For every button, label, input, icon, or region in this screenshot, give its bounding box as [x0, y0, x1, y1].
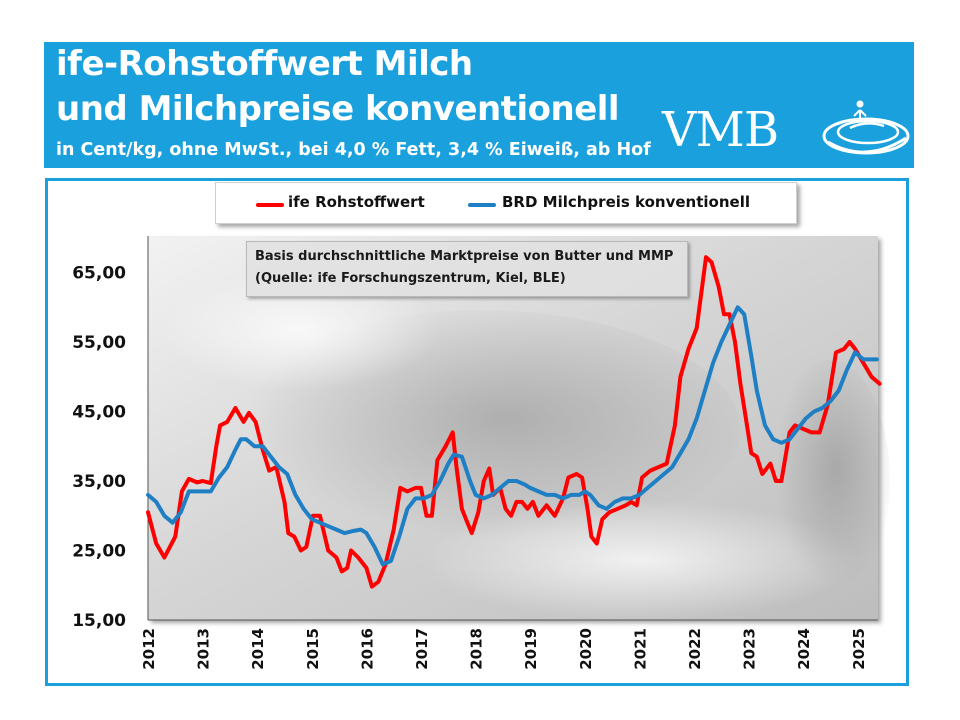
legend-swatch-brd [468, 203, 496, 207]
x-tick-label: 2014 [249, 628, 267, 670]
source-note: Basis durchschnittliche Marktpreise von … [246, 241, 688, 297]
x-tick-label: 2017 [413, 628, 431, 670]
legend-label-ife: ife Rohstoffwert [288, 193, 425, 211]
y-tick-label: 55,00 [72, 333, 126, 353]
chart-subtitle: in Cent/kg, ohne MwSt., bei 4,0 % Fett, … [56, 140, 651, 160]
chart-title-line1: ife-Rohstoffwert Milch [56, 44, 473, 84]
y-tick-label: 35,00 [72, 472, 126, 492]
series-line-ife-rohstoffwert [146, 255, 882, 589]
legend-swatch-ife [256, 203, 284, 207]
vmb-logo: VMB [662, 92, 912, 162]
x-tick-label: 2025 [850, 628, 868, 670]
legend: ife Rohstoffwert BRD Milchpreis konventi… [215, 182, 797, 224]
x-tick-label: 2023 [741, 628, 759, 670]
title-banner: ife-Rohstoffwert Milch und Milchpreise k… [44, 42, 914, 168]
vmb-wave-logo-icon [822, 100, 910, 155]
x-tick-labels: 2012 2013 2014 2015 2016 2017 2018 2019 2020 2021… [140, 628, 868, 670]
vmb-logo-text: VMB [662, 102, 779, 158]
x-tick-label: 2018 [468, 628, 486, 670]
source-note-line1: Basis durchschnittliche Marktpreise von … [255, 249, 674, 264]
y-tick-label: 25,00 [72, 542, 126, 562]
x-tick-label: 2013 [195, 628, 213, 670]
x-tick-label: 2019 [522, 628, 540, 670]
x-tick-label: 2012 [140, 628, 158, 670]
series-line-brd-milchpreis [146, 305, 879, 567]
series [146, 255, 882, 589]
chart-title-line2: und Milchpreise konventionell [56, 89, 620, 129]
x-tick-label: 2021 [631, 628, 649, 670]
y-tick-labels: 15,00 25,00 35,00 45,00 55,00 65,00 [72, 264, 126, 632]
y-tick-label: 45,00 [72, 403, 126, 423]
axes [147, 236, 878, 621]
x-tick-label: 2024 [795, 628, 813, 670]
x-tick-label: 2022 [686, 628, 704, 670]
x-tick-label: 2015 [304, 628, 322, 670]
y-tick-label: 65,00 [72, 264, 126, 284]
source-note-line2: (Quelle: ife Forschungszentrum, Kiel, BL… [255, 271, 566, 286]
x-tick-label: 2016 [358, 628, 376, 670]
legend-label-brd: BRD Milchpreis konventionell [502, 193, 750, 211]
y-tick-label: 15,00 [72, 611, 126, 631]
plot-background [148, 236, 890, 620]
x-tick-label: 2020 [577, 628, 595, 670]
